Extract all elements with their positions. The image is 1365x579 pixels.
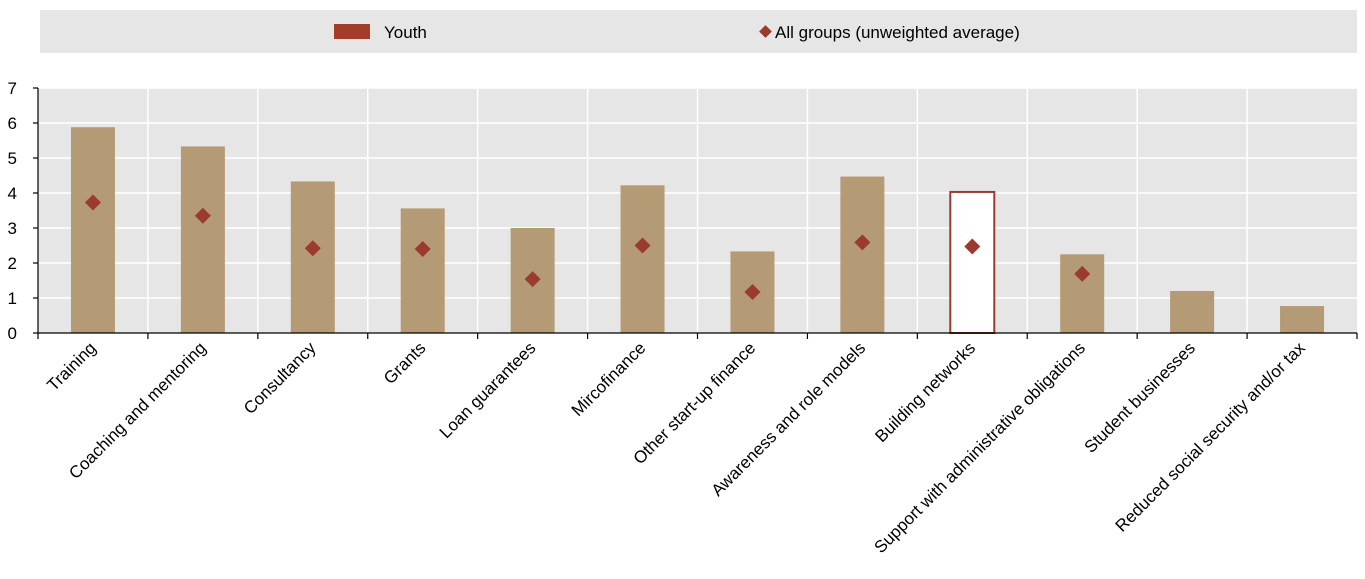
y-tick-label: 7 <box>8 79 17 98</box>
x-tick-label: Building networks <box>871 338 979 446</box>
y-tick-label: 1 <box>8 289 17 308</box>
bar-mircofinance <box>620 185 665 333</box>
x-tick-label: Consultancy <box>240 338 320 418</box>
bar-series <box>70 127 1325 334</box>
y-tick-label: 3 <box>8 219 17 238</box>
marker-grants <box>414 241 431 257</box>
legend: Youth All groups (unweighted average) <box>40 10 1357 53</box>
marker-training <box>84 194 101 211</box>
bar-training <box>70 127 115 333</box>
axis-layer <box>33 87 1358 339</box>
x-tick-label: Support with administrative obligations <box>870 338 1089 557</box>
x-tick-label: Loan guarantees <box>436 338 540 442</box>
grid-layer <box>38 87 1357 333</box>
legend-youth-label: Youth <box>384 23 427 42</box>
legend-background <box>40 10 1357 53</box>
marker-consultancy <box>304 240 321 257</box>
x-tick-label: Training <box>43 338 99 394</box>
bar-grants <box>400 208 445 333</box>
bar-consultancy <box>290 181 335 333</box>
bar-awareness-and-role-models <box>840 176 885 333</box>
marker-support-with-administrative-obligations <box>1074 265 1091 282</box>
marker-building-networks <box>964 238 981 255</box>
bar-building-networks <box>949 190 996 334</box>
y-tick-label: 2 <box>8 254 17 273</box>
legend-avg-label: All groups (unweighted average) <box>775 23 1020 42</box>
bar-coaching-and-mentoring <box>180 146 225 333</box>
marker-awareness-and-role-models <box>854 234 871 251</box>
y-tick-label: 0 <box>8 324 17 343</box>
marker-other-start-up-finance <box>744 284 761 301</box>
y-tick-label: 5 <box>8 149 17 168</box>
y-axis: 0 1 2 3 4 5 6 7 <box>8 79 17 343</box>
bar-reduced-social-security-and-or-tax <box>1280 306 1325 333</box>
x-tick-label: Mircofinance <box>568 338 650 420</box>
x-tick-label: Student businesses <box>1081 338 1199 456</box>
marker-loan-guarantees <box>524 271 541 288</box>
x-tick-label: Grants <box>380 338 430 388</box>
y-tick-label: 6 <box>8 114 17 133</box>
marker-series <box>84 194 1091 301</box>
bar-student-businesses <box>1170 291 1215 333</box>
y-tick-label: 4 <box>8 184 17 203</box>
marker-mircofinance <box>634 237 651 254</box>
marker-coaching-and-mentoring <box>194 207 211 224</box>
x-tick-label: Other start-up finance <box>630 338 760 468</box>
legend-youth-swatch <box>334 24 370 39</box>
x-tick-label: Reduced social security and/or tax <box>1112 338 1310 536</box>
